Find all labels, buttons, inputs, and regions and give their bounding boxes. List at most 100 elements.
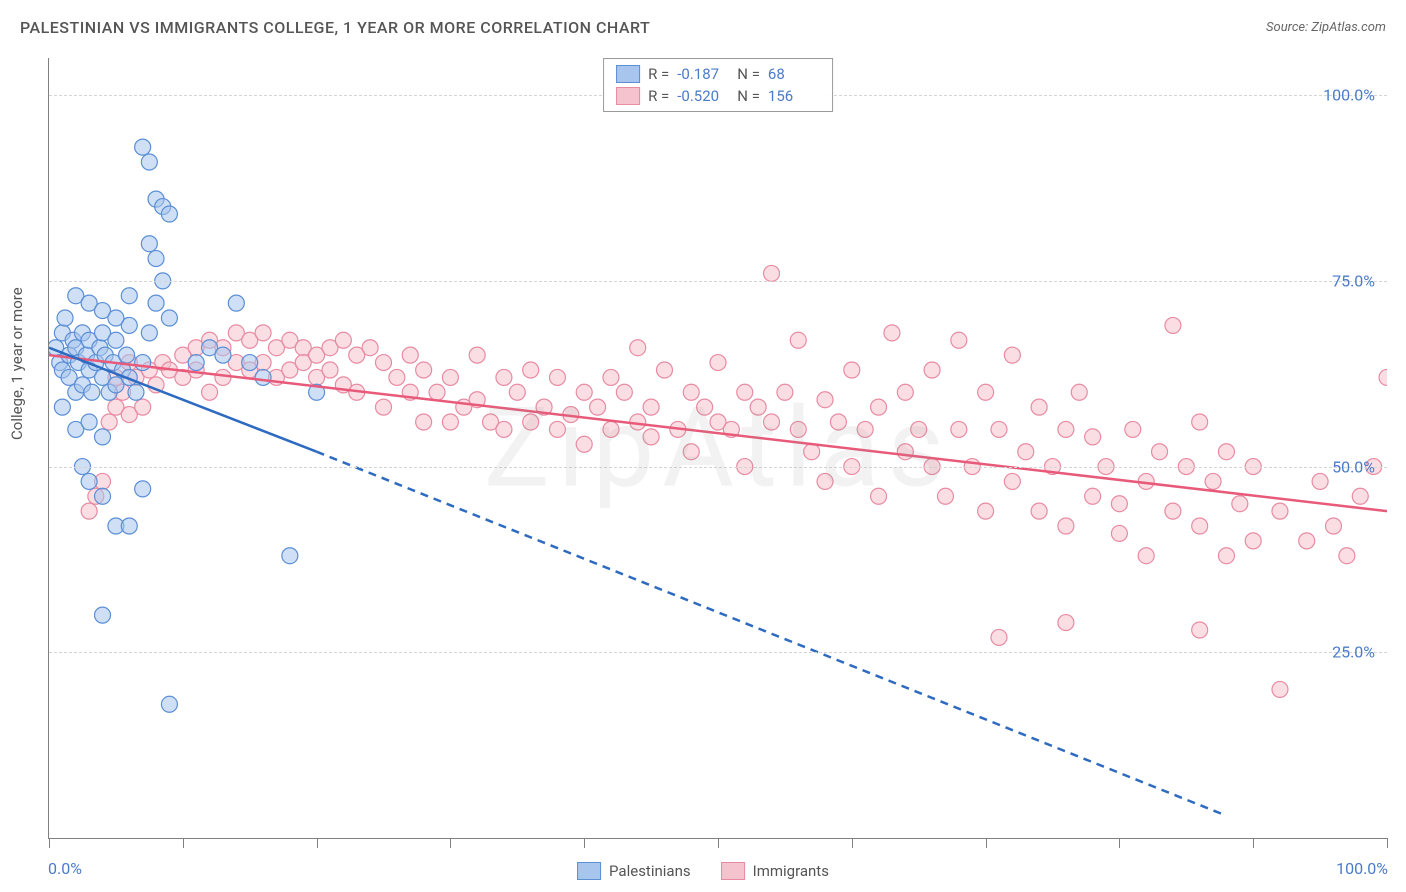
scatter-point [496, 369, 512, 385]
scatter-point [1312, 473, 1328, 489]
scatter-point [1245, 533, 1261, 549]
y-axis-label: College, 1 year or more [8, 287, 26, 440]
scatter-point [135, 399, 151, 415]
scatter-point [1031, 399, 1047, 415]
scatter-point [1111, 496, 1127, 512]
r-value-palestinians: -0.187 [677, 65, 729, 83]
scatter-point [121, 288, 137, 304]
scatter-point [161, 310, 177, 326]
correlation-legend: R = -0.187 N = 68 R = -0.520 N = 156 [603, 58, 833, 112]
scatter-point [1205, 473, 1221, 489]
scatter-point [1125, 421, 1141, 437]
scatter-point [416, 414, 432, 430]
scatter-point [442, 414, 458, 430]
n-value-palestinians: 68 [768, 65, 820, 83]
x-tick [450, 838, 451, 848]
legend-row-palestinians: R = -0.187 N = 68 [616, 63, 820, 85]
scatter-point [1138, 548, 1154, 564]
scatter-point [282, 548, 298, 564]
scatter-point [95, 488, 111, 504]
scatter-point [697, 399, 713, 415]
grid-line [49, 467, 1387, 468]
x-axis-start-label: 0.0% [48, 859, 82, 878]
scatter-point [1111, 525, 1127, 541]
legend-swatch-immigrants [616, 87, 640, 105]
x-axis-end-label: 100.0% [1336, 859, 1388, 878]
source-attribution: Source: ZipAtlas.com [1266, 20, 1386, 35]
scatter-point [1165, 503, 1181, 519]
scatter-point [871, 488, 887, 504]
scatter-point [1058, 615, 1074, 631]
scatter-point [1192, 518, 1208, 534]
plot-svg [49, 58, 1387, 838]
scatter-point [857, 421, 873, 437]
scatter-point [978, 384, 994, 400]
scatter-point [817, 392, 833, 408]
n-label: N = [737, 65, 760, 83]
scatter-point [777, 384, 793, 400]
scatter-point [1299, 533, 1315, 549]
scatter-point [590, 399, 606, 415]
scatter-point [764, 265, 780, 281]
scatter-point [141, 325, 157, 341]
scatter-point [710, 355, 726, 371]
scatter-point [549, 369, 565, 385]
scatter-point [911, 421, 927, 437]
scatter-point [135, 355, 151, 371]
scatter-point [603, 421, 619, 437]
scatter-point [101, 414, 117, 430]
trend-line [317, 452, 1227, 816]
series-legend: Palestinians Immigrants [577, 862, 829, 880]
scatter-point [81, 503, 97, 519]
scatter-point [57, 310, 73, 326]
scatter-point [81, 473, 97, 489]
scatter-point [630, 340, 646, 356]
scatter-point [108, 310, 124, 326]
scatter-point [817, 473, 833, 489]
scatter-point [830, 414, 846, 430]
scatter-point [1339, 548, 1355, 564]
n-value-immigrants: 156 [768, 87, 820, 105]
scatter-point [135, 139, 151, 155]
scatter-point [1152, 444, 1168, 460]
legend-row-immigrants: R = -0.520 N = 156 [616, 85, 820, 107]
scatter-point [1071, 384, 1087, 400]
scatter-point [991, 421, 1007, 437]
scatter-point [951, 421, 967, 437]
legend-label-palestinians: Palestinians [609, 862, 691, 880]
scatter-point [924, 362, 940, 378]
scatter-point [322, 362, 338, 378]
chart-title: PALESTINIAN VS IMMIGRANTS COLLEGE, 1 YEA… [20, 18, 650, 37]
scatter-point [871, 399, 887, 415]
x-tick [718, 838, 719, 848]
x-tick [1387, 838, 1388, 848]
scatter-point [1192, 414, 1208, 430]
x-tick [317, 838, 318, 848]
scatter-point [1272, 681, 1288, 697]
scatter-point [1218, 548, 1234, 564]
scatter-point [161, 696, 177, 712]
trend-line [49, 355, 1387, 511]
scatter-point [1018, 444, 1034, 460]
legend-item-palestinians: Palestinians [577, 862, 691, 880]
scatter-point [1352, 488, 1368, 504]
scatter-point [643, 399, 659, 415]
x-tick [852, 838, 853, 848]
scatter-point [148, 295, 164, 311]
scatter-point [509, 384, 525, 400]
scatter-point [141, 154, 157, 170]
scatter-point [1325, 518, 1341, 534]
r-label: R = [648, 87, 669, 105]
x-tick [584, 838, 585, 848]
scatter-point [469, 347, 485, 363]
scatter-point [683, 444, 699, 460]
scatter-point [416, 362, 432, 378]
x-tick [986, 838, 987, 848]
y-tick-label: 100.0% [1323, 86, 1375, 105]
x-tick [49, 838, 50, 848]
r-value-immigrants: -0.520 [677, 87, 729, 105]
scatter-point [1232, 496, 1248, 512]
n-label: N = [737, 87, 760, 105]
scatter-point [376, 399, 392, 415]
scatter-point [429, 384, 445, 400]
